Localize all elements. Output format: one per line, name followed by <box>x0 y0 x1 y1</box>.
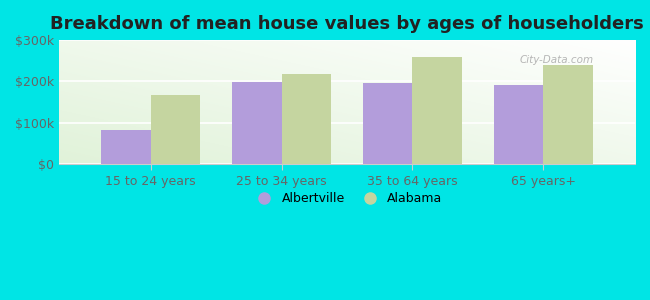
Bar <box>543 65 593 164</box>
Title: Breakdown of mean house values by ages of householders: Breakdown of mean house values by ages o… <box>50 15 644 33</box>
Bar <box>151 95 200 164</box>
Bar <box>413 58 462 164</box>
Bar <box>232 82 281 164</box>
Legend: Albertville, Alabama: Albertville, Alabama <box>246 187 447 210</box>
Text: City-Data.com: City-Data.com <box>520 55 594 65</box>
Bar <box>363 83 413 164</box>
Bar <box>101 130 151 164</box>
Bar <box>281 74 332 164</box>
Bar <box>493 85 543 164</box>
